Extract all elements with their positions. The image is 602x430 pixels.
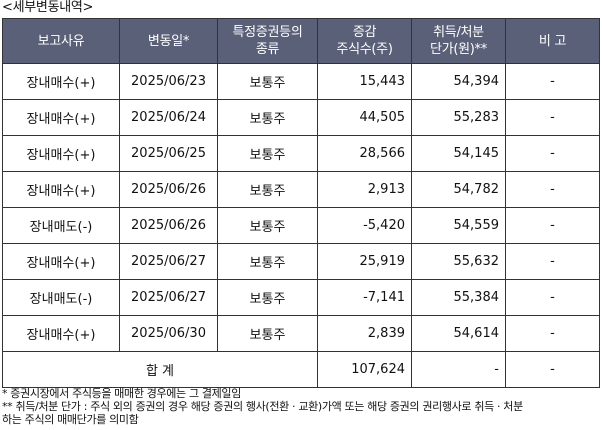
cell-reason: 장내매수(+)	[2, 135, 120, 172]
cell-date: 2025/06/23	[119, 63, 218, 100]
header-unit-price-line1: 취득/처분	[433, 25, 484, 40]
header-security-type: 특정증권등의 종류	[217, 18, 318, 64]
header-unit-price: 취득/처분 단가(원)**	[411, 18, 506, 64]
cell-security-type: 보통주	[217, 207, 318, 244]
header-share-change-line2: 주식수(주)	[336, 42, 393, 57]
table-row: 장내매도(-) 2025/06/26 보통주 -5,420 54,559 -	[2, 207, 600, 244]
cell-reason: 장내매수(+)	[2, 63, 120, 100]
header-reason: 보고사유	[2, 18, 120, 64]
cell-reason: 장내매도(-)	[2, 279, 120, 316]
cell-unit-price: 55,384	[411, 279, 506, 316]
total-unit-price: -	[411, 351, 506, 388]
table-row: 장내매수(+) 2025/06/25 보통주 28,566 54,145 -	[2, 135, 600, 172]
cell-share-change: 15,443	[317, 63, 412, 100]
cell-security-type: 보통주	[217, 279, 318, 316]
cell-security-type: 보통주	[217, 315, 318, 352]
cell-date: 2025/06/26	[119, 207, 218, 244]
table-row: 장내매수(+) 2025/06/24 보통주 44,505 55,283 -	[2, 99, 600, 136]
header-date: 변동일*	[119, 18, 218, 64]
cell-unit-price: 55,283	[411, 99, 506, 136]
cell-date: 2025/06/27	[119, 279, 218, 316]
cell-share-change: 2,839	[317, 315, 412, 352]
cell-date: 2025/06/30	[119, 315, 218, 352]
cell-reason: 장내매수(+)	[2, 315, 120, 352]
cell-remarks: -	[505, 207, 600, 244]
cell-unit-price: 55,632	[411, 243, 506, 280]
cell-date: 2025/06/24	[119, 99, 218, 136]
cell-reason: 장내매수(+)	[2, 99, 120, 136]
header-security-type-line1: 특정증권등의	[232, 25, 303, 40]
table-row: 장내매수(+) 2025/06/23 보통주 15,443 54,394 -	[2, 63, 600, 100]
cell-unit-price: 54,145	[411, 135, 506, 172]
table-header-row: 보고사유 변동일* 특정증권등의 종류 증감 주식수(주) 취득/처분 단가(원…	[2, 18, 600, 64]
cell-share-change: 2,913	[317, 171, 412, 208]
footnote-settlement-date: * 증권시장에서 주식등을 매매한 경우에는 그 결제일임	[2, 387, 241, 400]
cell-share-change: -7,141	[317, 279, 412, 316]
cell-unit-price: 54,559	[411, 207, 506, 244]
cell-share-change: 44,505	[317, 99, 412, 136]
cell-unit-price: 54,394	[411, 63, 506, 100]
cell-remarks: -	[505, 99, 600, 136]
cell-security-type: 보통주	[217, 99, 318, 136]
total-label: 합 계	[2, 351, 318, 388]
section-caption: <세부변동내역>	[2, 0, 94, 15]
table-row: 장내매수(+) 2025/06/26 보통주 2,913 54,782 -	[2, 171, 600, 208]
cell-unit-price: 54,614	[411, 315, 506, 352]
cell-unit-price: 54,782	[411, 171, 506, 208]
header-share-change: 증감 주식수(주)	[317, 18, 412, 64]
cell-remarks: -	[505, 279, 600, 316]
header-remarks: 비 고	[505, 18, 600, 64]
cell-security-type: 보통주	[217, 243, 318, 280]
cell-security-type: 보통주	[217, 135, 318, 172]
total-remarks: -	[505, 351, 600, 388]
cell-reason: 장내매수(+)	[2, 171, 120, 208]
cell-date: 2025/06/26	[119, 171, 218, 208]
header-share-change-line1: 증감	[352, 25, 377, 40]
cell-date: 2025/06/27	[119, 243, 218, 280]
header-unit-price-line2: 단가(원)**	[430, 42, 487, 57]
cell-reason: 장내매수(+)	[2, 243, 120, 280]
cell-remarks: -	[505, 171, 600, 208]
cell-share-change: 28,566	[317, 135, 412, 172]
table-row: 장내매수(+) 2025/06/27 보통주 25,919 55,632 -	[2, 243, 600, 280]
footnote-unit-price-line2: 하는 주식의 매매단가를 의미함	[2, 413, 139, 426]
footnotes: * 증권시장에서 주식등을 매매한 경우에는 그 결제일임 ** 취득/처분 단…	[2, 387, 602, 426]
total-share-change: 107,624	[317, 351, 412, 388]
cell-remarks: -	[505, 315, 600, 352]
total-row: 합 계 107,624 - -	[2, 351, 600, 388]
cell-reason: 장내매도(-)	[2, 207, 120, 244]
cell-remarks: -	[505, 63, 600, 100]
cell-date: 2025/06/25	[119, 135, 218, 172]
cell-security-type: 보통주	[217, 171, 318, 208]
table-row: 장내매도(-) 2025/06/27 보통주 -7,141 55,384 -	[2, 279, 600, 316]
cell-remarks: -	[505, 135, 600, 172]
cell-share-change: -5,420	[317, 207, 412, 244]
change-details-table: 보고사유 변동일* 특정증권등의 종류 증감 주식수(주) 취득/처분 단가(원…	[2, 18, 600, 388]
header-security-type-line2: 종류	[255, 42, 280, 57]
cell-share-change: 25,919	[317, 243, 412, 280]
cell-remarks: -	[505, 243, 600, 280]
cell-security-type: 보통주	[217, 63, 318, 100]
table-row: 장내매수(+) 2025/06/30 보통주 2,839 54,614 -	[2, 315, 600, 352]
footnote-unit-price-line1: ** 취득/처분 단가 : 주식 외의 증권의 경우 해당 증권의 행사(전환 …	[2, 400, 523, 413]
